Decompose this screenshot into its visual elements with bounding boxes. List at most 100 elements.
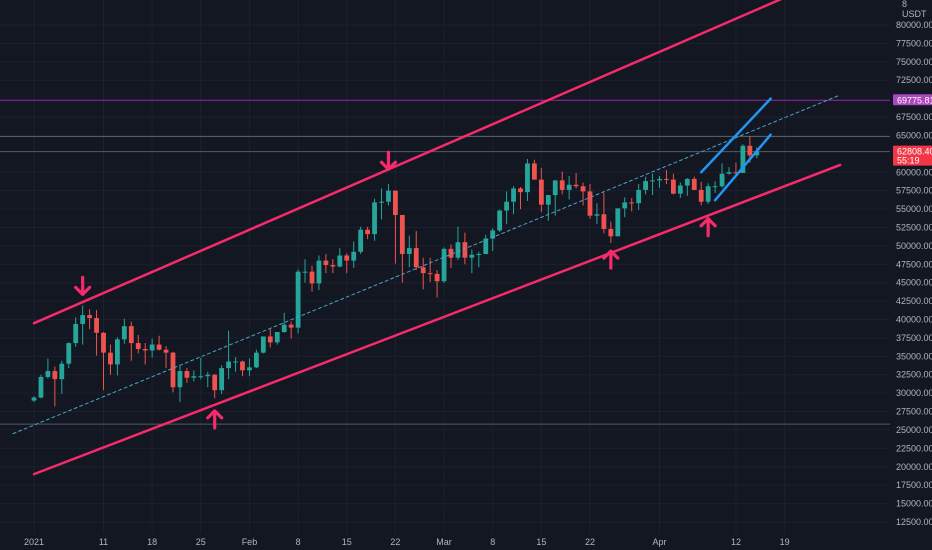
candle xyxy=(476,251,482,268)
candle xyxy=(608,221,614,243)
wedge-lower-line[interactable] xyxy=(713,133,772,202)
candle xyxy=(698,181,704,206)
price-tag-bg xyxy=(893,145,932,166)
candle-body xyxy=(698,189,704,202)
candle xyxy=(38,374,44,399)
candle xyxy=(184,368,190,383)
candle xyxy=(538,167,544,213)
candle-body xyxy=(344,255,350,261)
arrow-down-marker[interactable] xyxy=(379,150,398,171)
price-axis[interactable]: 8 USDT 12500.00 15000.00 17500.00 20000.00 2… xyxy=(896,0,932,527)
y-tick-label: 15000.00 xyxy=(896,499,932,509)
candle xyxy=(87,309,92,330)
candle xyxy=(629,198,635,212)
candle-body xyxy=(545,195,551,205)
candle xyxy=(316,255,322,291)
arrow-up-marker[interactable] xyxy=(699,217,717,238)
candle xyxy=(587,184,593,219)
candle xyxy=(511,186,516,215)
candle-body xyxy=(170,352,176,388)
candle-body xyxy=(45,371,51,377)
candle-body xyxy=(406,248,412,254)
candle-body xyxy=(573,184,579,187)
candle-body xyxy=(594,214,600,216)
candle-body xyxy=(177,371,183,388)
candle-body xyxy=(441,248,447,282)
candle-body xyxy=(101,332,106,353)
candle-body xyxy=(156,344,162,350)
channel-lower-line[interactable] xyxy=(32,163,842,476)
candle xyxy=(337,248,343,268)
candle xyxy=(205,371,211,388)
candle-body xyxy=(684,178,690,186)
candle xyxy=(497,209,503,232)
candle-body xyxy=(226,361,231,369)
candle-body xyxy=(677,185,683,194)
candle xyxy=(295,269,301,334)
candle xyxy=(344,253,350,274)
candle-body xyxy=(316,260,322,284)
channel-upper-line[interactable] xyxy=(32,0,840,325)
candle-body xyxy=(386,190,391,202)
candle-body xyxy=(434,273,440,282)
candle xyxy=(142,343,148,365)
candle-body xyxy=(427,273,433,275)
candle xyxy=(115,337,120,376)
price-tag-countdown: 55:19 xyxy=(897,156,920,166)
time-axis[interactable]: 2021 11 18 25 Feb 8 15 22 Mar 8 15 22 Apr 12 19 xyxy=(24,537,790,547)
candle xyxy=(128,321,134,361)
candle xyxy=(413,231,419,271)
x-tick-label: Feb xyxy=(242,537,258,547)
candle xyxy=(267,329,273,348)
y-tick-label: 37500.00 xyxy=(896,333,932,343)
y-tick-label: 30000.00 xyxy=(896,388,932,398)
candle xyxy=(177,365,183,402)
candle xyxy=(622,197,628,218)
y-tick-label: 12500.00 xyxy=(896,517,932,527)
candle-body xyxy=(455,242,461,258)
candle xyxy=(684,178,690,196)
candle xyxy=(198,357,204,380)
candle-body xyxy=(608,228,614,237)
candle xyxy=(566,175,572,200)
candle xyxy=(490,228,496,252)
price-tag[interactable]: 69775.81 xyxy=(893,94,932,106)
candle xyxy=(580,182,586,206)
candle-body xyxy=(664,178,669,180)
candle-body xyxy=(295,271,301,328)
candle-body xyxy=(330,265,336,267)
candle xyxy=(59,360,65,394)
candle xyxy=(254,349,259,369)
arrow-up-marker[interactable] xyxy=(602,249,620,270)
candle-body xyxy=(205,374,211,377)
candle xyxy=(636,184,642,210)
candle xyxy=(726,167,732,175)
candle-body xyxy=(393,190,398,215)
wedge-upper-line[interactable] xyxy=(699,97,772,174)
channel-midline[interactable] xyxy=(12,94,841,435)
candle-body xyxy=(240,361,245,371)
x-tick-label: 22 xyxy=(585,537,595,547)
candle xyxy=(31,396,37,402)
candle-body xyxy=(142,348,148,351)
y-tick-label: 17500.00 xyxy=(896,480,932,490)
candle xyxy=(594,203,600,224)
candle-body xyxy=(80,315,86,324)
arrow-down-marker[interactable] xyxy=(74,275,92,296)
candle-body xyxy=(260,336,266,353)
candle-body xyxy=(274,332,280,343)
arrow-up-marker[interactable] xyxy=(206,409,224,430)
candle-body xyxy=(719,173,725,187)
candle xyxy=(212,374,218,399)
candle-body xyxy=(323,260,329,266)
y-tick-label: 77500.00 xyxy=(896,38,932,48)
candle xyxy=(358,226,364,254)
candle-body xyxy=(483,238,489,254)
candle xyxy=(559,171,565,195)
candle xyxy=(650,173,655,196)
candle-body xyxy=(288,324,294,328)
candle-body xyxy=(254,352,259,368)
candle-body xyxy=(469,254,475,258)
